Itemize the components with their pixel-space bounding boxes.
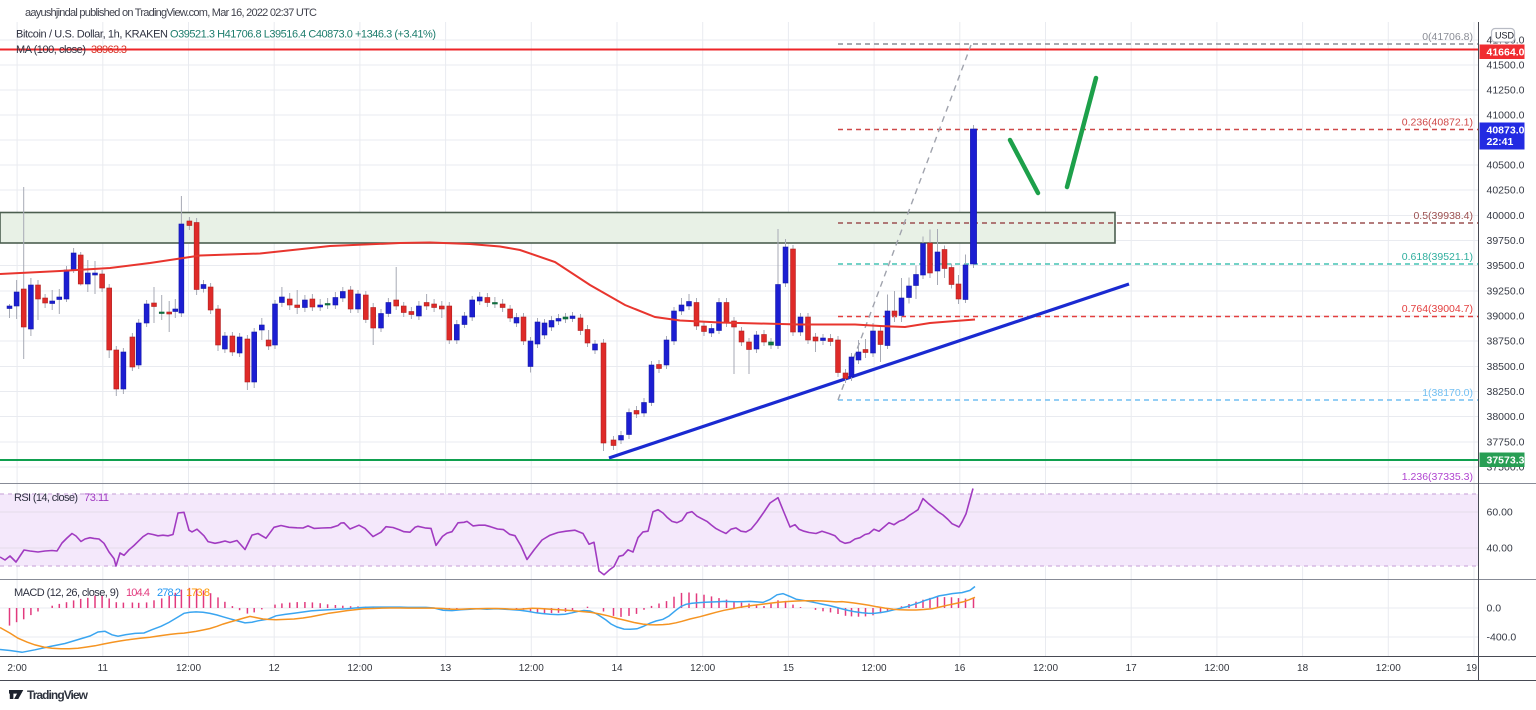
svg-text:38250.0: 38250.0 bbox=[1487, 386, 1525, 398]
svg-text:0(41706.8): 0(41706.8) bbox=[1422, 31, 1473, 43]
svg-text:0.764(39004.7): 0.764(39004.7) bbox=[1402, 303, 1473, 315]
svg-text:MACD (12, 26, close, 9): MACD (12, 26, close, 9) bbox=[14, 587, 119, 599]
svg-text:-400.0: -400.0 bbox=[1487, 632, 1517, 644]
svg-text:39750.0: 39750.0 bbox=[1487, 235, 1525, 247]
svg-text:12:00: 12:00 bbox=[1204, 663, 1229, 674]
svg-text:MA (100, close): MA (100, close) bbox=[16, 44, 86, 56]
svg-text:aayushjindal published on Trad: aayushjindal published on TradingView.co… bbox=[25, 7, 317, 19]
svg-text:0.236(40872.1): 0.236(40872.1) bbox=[1402, 117, 1473, 129]
svg-text:40500.0: 40500.0 bbox=[1487, 160, 1525, 172]
svg-text:41000.0: 41000.0 bbox=[1487, 110, 1525, 122]
svg-text:12:00: 12:00 bbox=[347, 663, 372, 674]
svg-text:40873.0: 40873.0 bbox=[1487, 125, 1525, 137]
svg-text:14: 14 bbox=[611, 663, 623, 674]
svg-text:1(38170.0): 1(38170.0) bbox=[1422, 387, 1473, 399]
svg-text:37750.0: 37750.0 bbox=[1487, 437, 1525, 449]
svg-text:73.11: 73.11 bbox=[84, 492, 109, 504]
svg-text:11: 11 bbox=[98, 663, 109, 674]
svg-text:60.00: 60.00 bbox=[1487, 507, 1513, 519]
svg-text:38000.0: 38000.0 bbox=[1487, 411, 1525, 423]
svg-text:38500.0: 38500.0 bbox=[1487, 361, 1525, 373]
svg-text:RSI (14, close): RSI (14, close) bbox=[14, 492, 78, 504]
svg-text:39000.0: 39000.0 bbox=[1487, 311, 1525, 323]
svg-text:13: 13 bbox=[440, 663, 452, 674]
svg-text:40.00: 40.00 bbox=[1487, 543, 1513, 555]
svg-text:12:00: 12:00 bbox=[176, 663, 201, 674]
svg-text:18: 18 bbox=[1297, 663, 1309, 674]
svg-text:2:00: 2:00 bbox=[7, 663, 27, 674]
svg-text:USD: USD bbox=[1495, 31, 1515, 41]
svg-text:12:00: 12:00 bbox=[690, 663, 715, 674]
svg-text:1.236(37335.3): 1.236(37335.3) bbox=[1402, 471, 1473, 483]
svg-text:Bitcoin / U.S. Dollar, 1h, KRA: Bitcoin / U.S. Dollar, 1h, KRAKEN bbox=[16, 29, 168, 41]
svg-text:19: 19 bbox=[1466, 663, 1478, 674]
svg-text:16: 16 bbox=[954, 663, 966, 674]
svg-text:39250.0: 39250.0 bbox=[1487, 286, 1525, 298]
svg-text:12:00: 12:00 bbox=[1033, 663, 1058, 674]
svg-text:12:00: 12:00 bbox=[519, 663, 544, 674]
svg-text:O39521.3 H41706.8 L39516.4: O39521.3 H41706.8 L39516.4 C40873.0 +134… bbox=[170, 29, 436, 41]
svg-text:39500.0: 39500.0 bbox=[1487, 260, 1525, 272]
svg-text:15: 15 bbox=[783, 663, 795, 674]
svg-text:0.0: 0.0 bbox=[1487, 603, 1502, 615]
svg-text:0.618(39521.1): 0.618(39521.1) bbox=[1402, 251, 1473, 263]
svg-text:12: 12 bbox=[269, 663, 281, 674]
svg-text:22:41: 22:41 bbox=[1487, 136, 1514, 148]
svg-text:41250.0: 41250.0 bbox=[1487, 85, 1525, 97]
svg-text:278.2: 278.2 bbox=[157, 587, 181, 599]
svg-text:41500.0: 41500.0 bbox=[1487, 60, 1525, 72]
svg-text:38750.0: 38750.0 bbox=[1487, 336, 1525, 348]
svg-text:37573.3: 37573.3 bbox=[1487, 455, 1525, 467]
svg-text:40000.0: 40000.0 bbox=[1487, 210, 1525, 222]
svg-text:12:00: 12:00 bbox=[1376, 663, 1401, 674]
svg-text:12:00: 12:00 bbox=[862, 663, 887, 674]
svg-text:40250.0: 40250.0 bbox=[1487, 185, 1525, 197]
svg-text:17: 17 bbox=[1126, 663, 1138, 674]
svg-text:173.8: 173.8 bbox=[186, 587, 210, 599]
svg-text:0.5(39938.4): 0.5(39938.4) bbox=[1413, 210, 1473, 222]
svg-text:104.4: 104.4 bbox=[126, 587, 150, 599]
svg-text:TradingView: TradingView bbox=[27, 688, 89, 702]
svg-text:41664.0: 41664.0 bbox=[1487, 47, 1525, 59]
svg-text:38963.3: 38963.3 bbox=[91, 44, 127, 56]
